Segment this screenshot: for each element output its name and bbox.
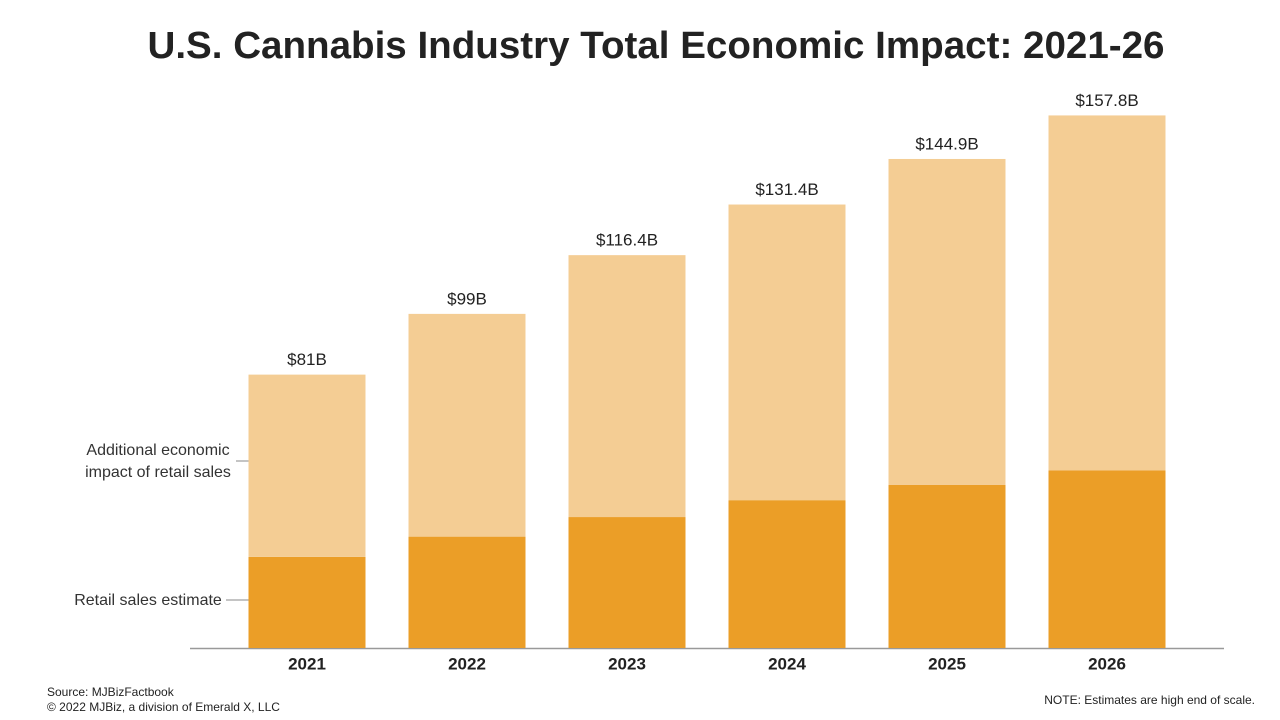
bar-segment xyxy=(248,374,366,557)
bar-segment xyxy=(1048,470,1166,648)
x-tick-label: 2023 xyxy=(608,654,646,673)
bar-segment xyxy=(568,255,686,518)
copyright: © 2022 MJBiz, a division of Emerald X, L… xyxy=(47,700,280,714)
total-label: $116.4B xyxy=(596,231,658,250)
bar-segment xyxy=(1048,115,1166,471)
total-label: $81B xyxy=(287,350,327,369)
bar-segment xyxy=(888,484,1006,648)
total-label: $144.9B xyxy=(915,134,978,153)
x-tick-label: 2021 xyxy=(288,654,326,673)
legend-label: Retail sales estimate xyxy=(74,592,222,609)
bar-segment xyxy=(408,536,526,648)
total-label: $157.8B xyxy=(1075,91,1138,110)
bar-segment xyxy=(248,556,366,648)
x-tick-label: 2022 xyxy=(448,654,486,673)
bar-segment xyxy=(408,313,526,537)
x-tick-label: 2024 xyxy=(768,654,806,673)
total-label: $131.4B xyxy=(755,180,818,199)
legend-label: Additional economic impact of retail sal… xyxy=(85,442,231,481)
x-tick-label: 2025 xyxy=(928,654,966,673)
chart-title: U.S. Cannabis Industry Total Economic Im… xyxy=(148,25,1165,67)
bar-segment xyxy=(728,204,846,501)
source: Source: MJBizFactbook xyxy=(47,685,175,699)
bar-segment xyxy=(888,158,1006,485)
total-label: $99B xyxy=(447,289,487,308)
x-tick-label: 2026 xyxy=(1088,654,1126,673)
bar-segment xyxy=(728,500,846,648)
note: NOTE: Estimates are high end of scale. xyxy=(1044,693,1255,707)
bar-segment xyxy=(568,517,686,648)
